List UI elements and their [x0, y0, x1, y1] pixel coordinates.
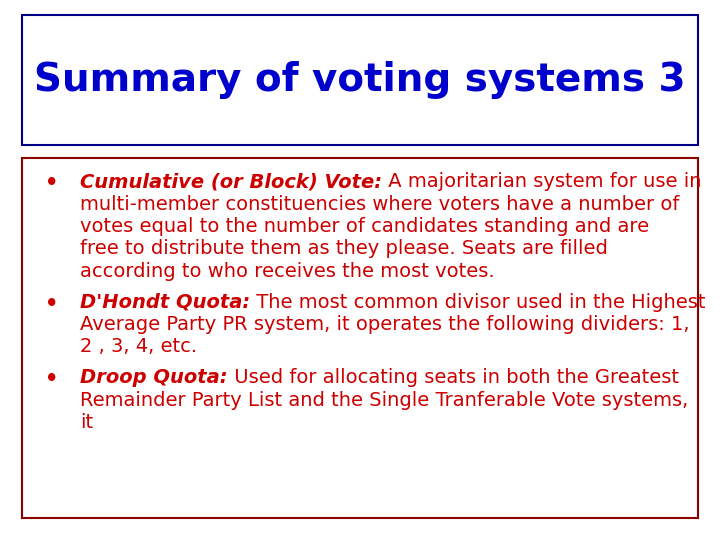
Text: •: • — [45, 294, 58, 314]
Text: •: • — [45, 173, 58, 193]
Text: Summary of voting systems 3: Summary of voting systems 3 — [34, 61, 686, 99]
Text: A majoritarian system for use in: A majoritarian system for use in — [382, 172, 701, 191]
Text: Remainder Party List and the Single Tranferable Vote systems,: Remainder Party List and the Single Tran… — [80, 390, 688, 409]
Text: The most common divisor used in the Highest: The most common divisor used in the High… — [250, 293, 706, 312]
Text: votes equal to the number of candidates standing and are: votes equal to the number of candidates … — [80, 217, 649, 236]
Text: it: it — [80, 413, 93, 432]
Text: Used for allocating seats in both the Greatest: Used for allocating seats in both the Gr… — [228, 368, 678, 387]
Text: multi-member constituencies where voters have a number of: multi-member constituencies where voters… — [80, 194, 680, 213]
Text: free to distribute them as they please. Seats are filled: free to distribute them as they please. … — [80, 240, 608, 259]
Text: Average Party PR system, it operates the following dividers: 1,: Average Party PR system, it operates the… — [80, 315, 690, 334]
FancyBboxPatch shape — [22, 158, 698, 518]
FancyBboxPatch shape — [22, 15, 698, 145]
Text: D'Hondt Quota:: D'Hondt Quota: — [80, 293, 250, 312]
Text: Droop Quota:: Droop Quota: — [80, 368, 228, 387]
Text: according to who receives the most votes.: according to who receives the most votes… — [80, 262, 495, 281]
Text: •: • — [45, 369, 58, 389]
Text: Cumulative (or Block) Vote:: Cumulative (or Block) Vote: — [80, 172, 382, 191]
Text: 2 , 3, 4, etc.: 2 , 3, 4, etc. — [80, 338, 197, 356]
